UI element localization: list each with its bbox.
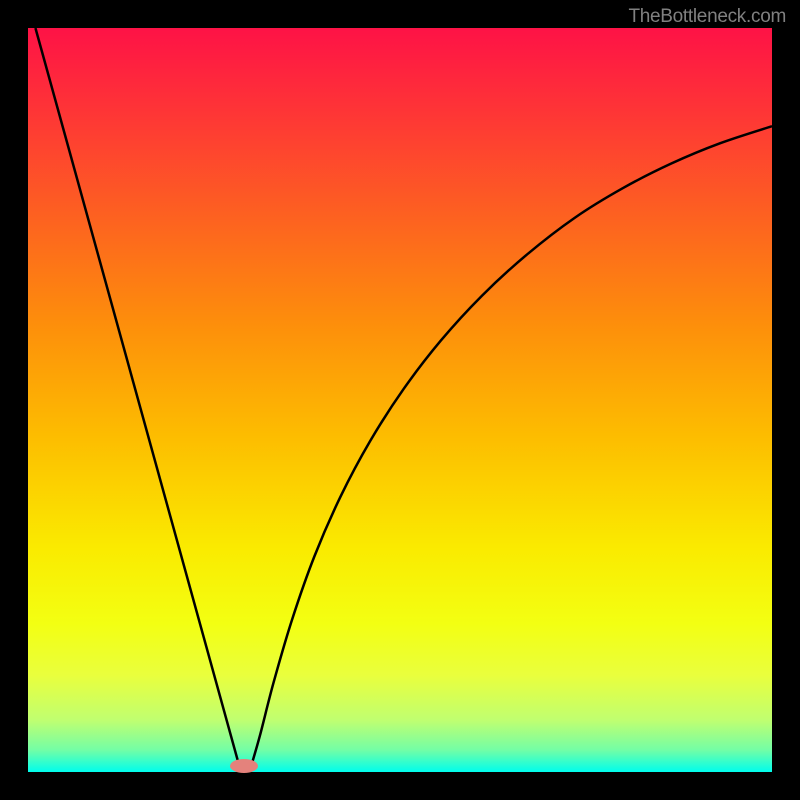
chart-curve (28, 28, 772, 772)
curve-left-branch (35, 28, 239, 766)
chart-plot-area (28, 28, 772, 772)
minimum-marker (230, 759, 258, 773)
watermark-text: TheBottleneck.com (628, 6, 786, 28)
curve-right-branch (251, 126, 772, 766)
